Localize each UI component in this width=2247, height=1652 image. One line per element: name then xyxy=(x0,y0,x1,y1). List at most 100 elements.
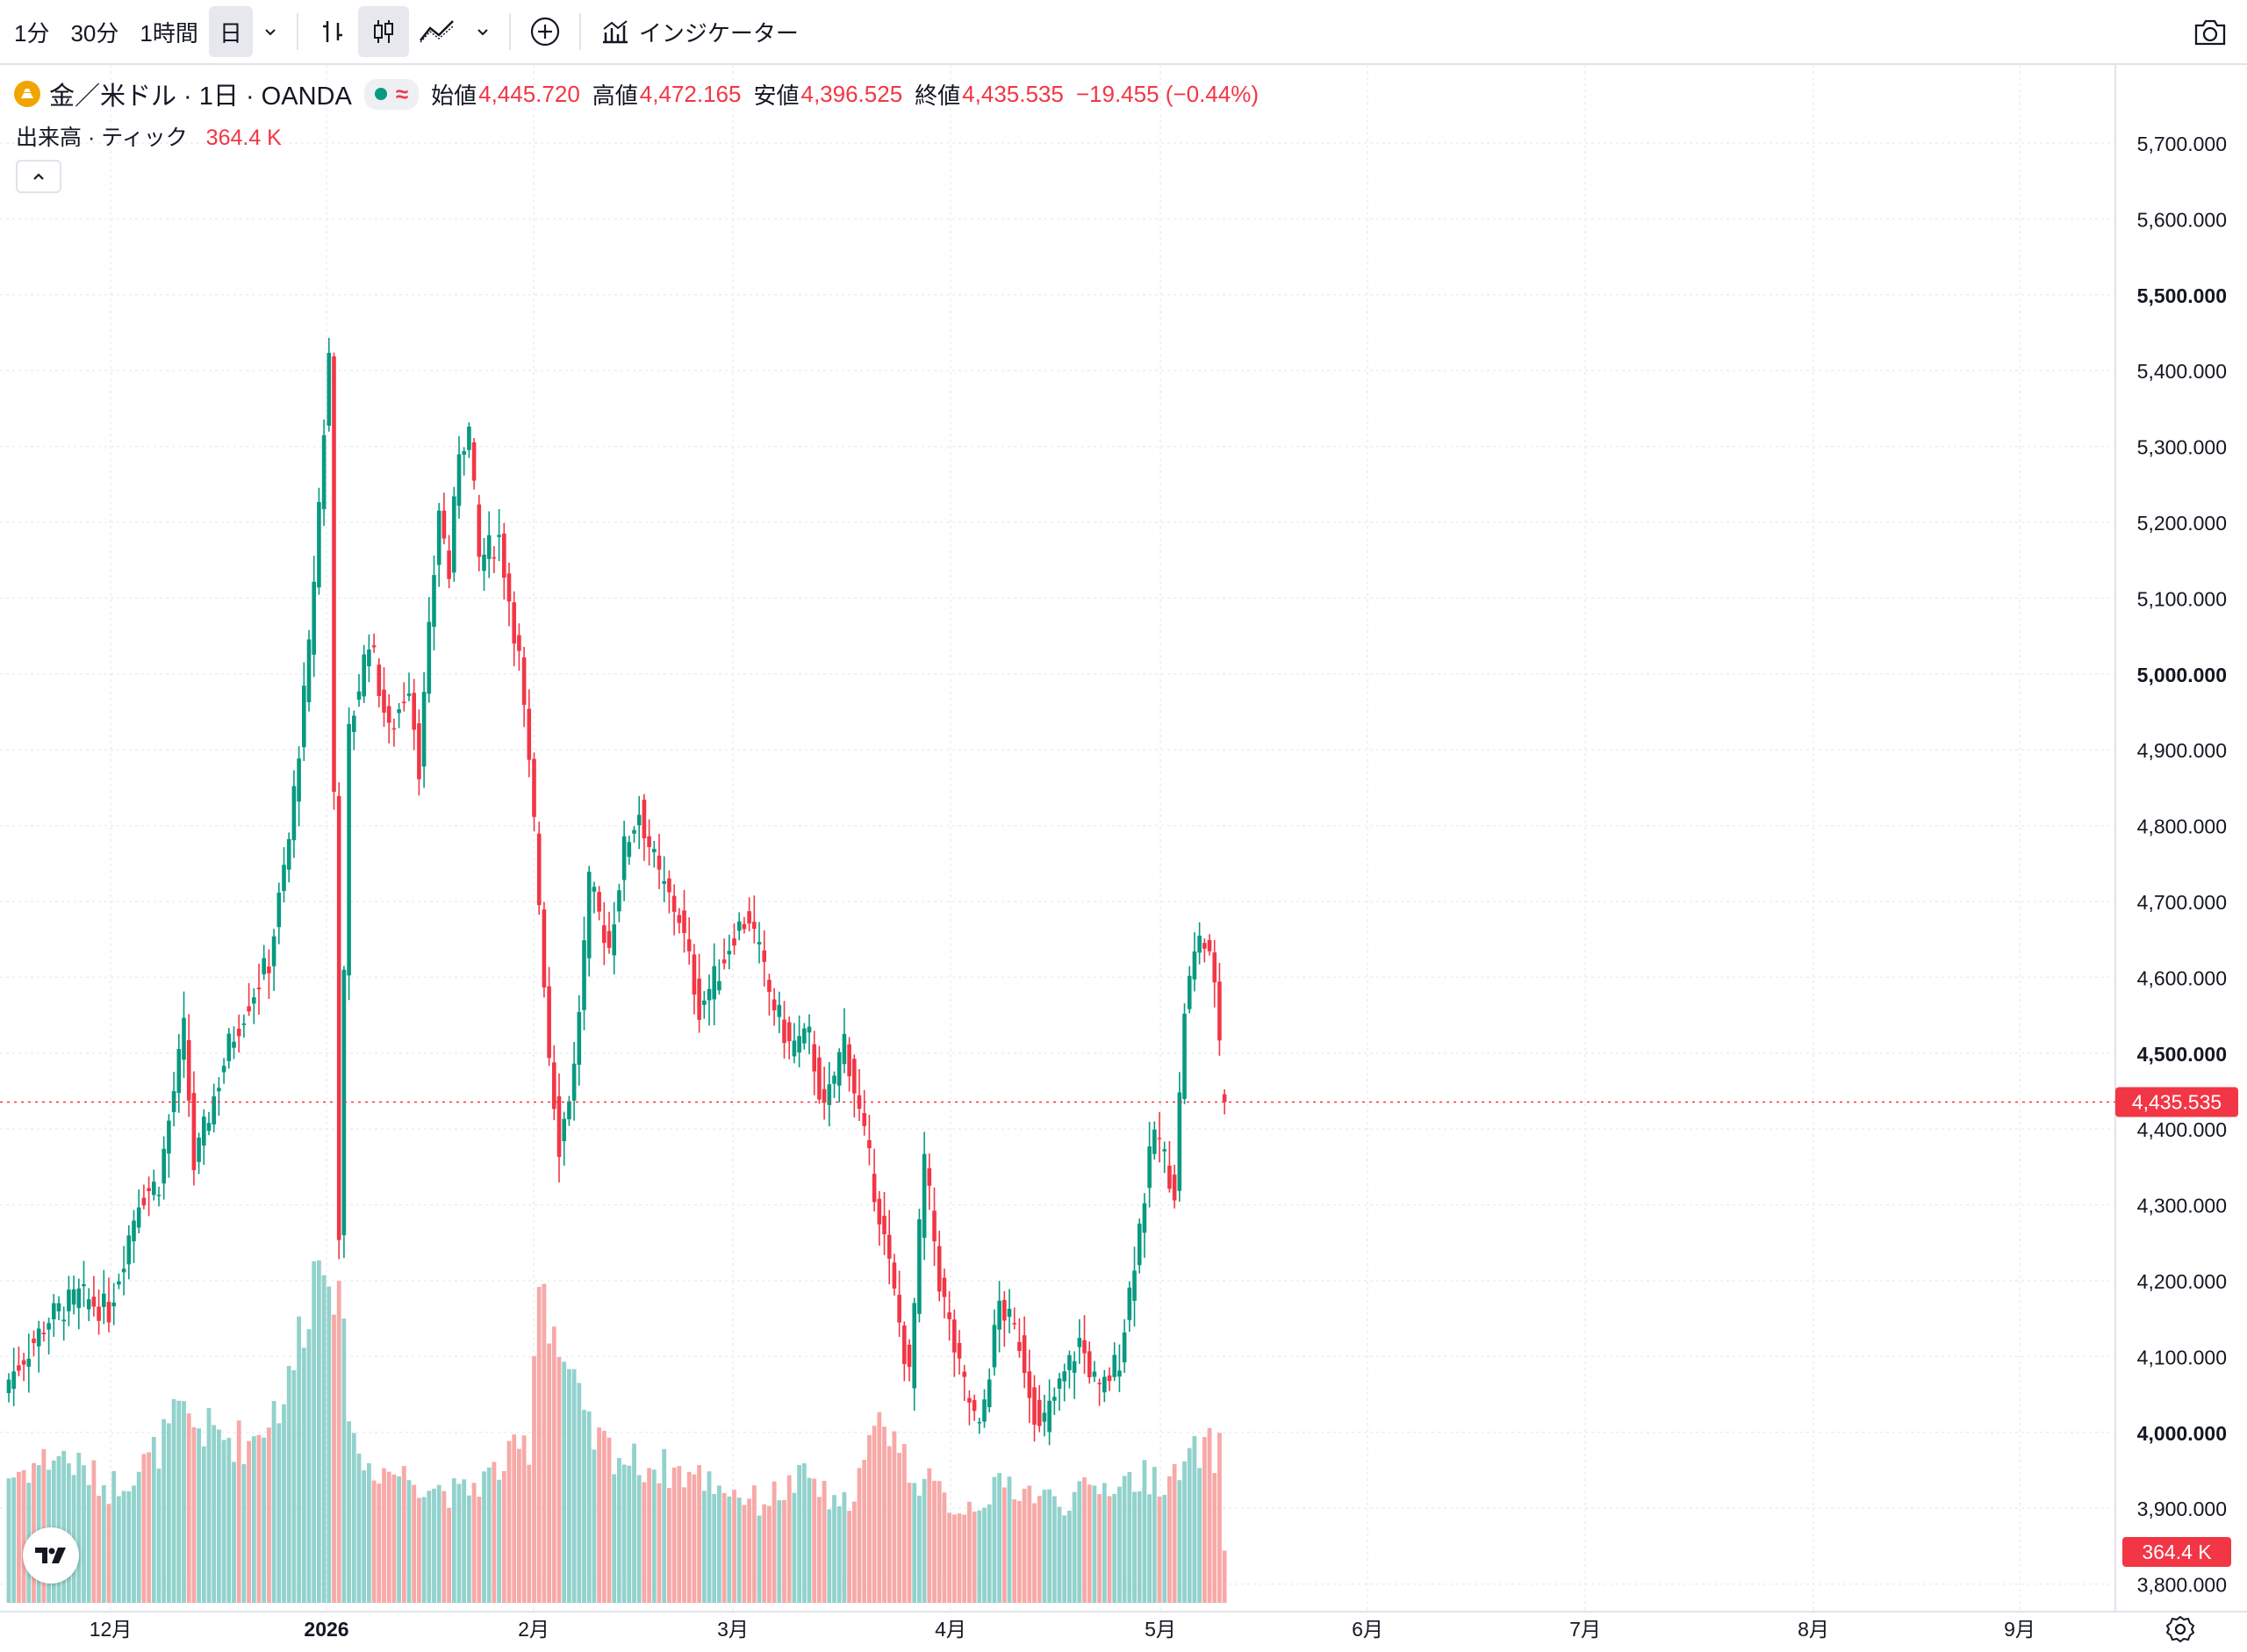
volume-bar xyxy=(1142,1460,1147,1603)
candle xyxy=(477,494,482,571)
candle xyxy=(647,819,651,866)
candle xyxy=(156,1186,162,1207)
volume-bar xyxy=(156,1469,162,1603)
candle xyxy=(82,1261,86,1307)
candle xyxy=(1152,1121,1157,1160)
candle-chart-type-button[interactable] xyxy=(357,6,409,57)
volume-bar xyxy=(707,1471,712,1603)
volume-bar xyxy=(917,1495,922,1603)
screenshot-button[interactable] xyxy=(2186,9,2235,56)
interval-1h-button[interactable]: 1時間 xyxy=(140,19,198,47)
volume-bar xyxy=(356,1454,362,1603)
candle xyxy=(56,1296,61,1321)
volume-bar xyxy=(1087,1484,1092,1603)
volume-bar xyxy=(521,1435,527,1603)
candle xyxy=(141,1184,147,1210)
candle xyxy=(217,1077,221,1117)
volume-bar xyxy=(767,1505,772,1603)
market-status-badge[interactable]: ≈ xyxy=(363,78,420,110)
volume-bar xyxy=(967,1501,972,1603)
candle xyxy=(822,1067,827,1120)
candle xyxy=(432,555,436,650)
candle xyxy=(1162,1141,1167,1174)
interval-1d-button[interactable]: 日 xyxy=(208,6,253,57)
volume-bar xyxy=(17,1471,21,1603)
candle xyxy=(76,1278,82,1330)
time-tick-label: 5月 xyxy=(1145,1618,1176,1641)
open-label: 始値 xyxy=(431,82,477,109)
time-tick-label: 2月 xyxy=(518,1618,549,1641)
volume-bar xyxy=(597,1427,601,1603)
candle xyxy=(862,1089,866,1136)
indicators-button[interactable]: インジケーター xyxy=(590,6,809,57)
volume-bar xyxy=(1047,1489,1052,1603)
candle xyxy=(236,1014,241,1053)
candle xyxy=(1192,932,1197,992)
candle xyxy=(402,682,406,712)
volume-bar xyxy=(1107,1496,1112,1603)
candle xyxy=(1007,1289,1012,1333)
chart-type-dropdown-button[interactable] xyxy=(465,6,500,57)
volume-bar xyxy=(467,1495,471,1603)
tradingview-logo[interactable] xyxy=(23,1527,79,1584)
price-tick-label: 4,100.000 xyxy=(2137,1346,2227,1368)
candle xyxy=(21,1353,26,1382)
candle xyxy=(41,1321,47,1342)
volume-bar xyxy=(627,1465,632,1603)
bar-chart-type-button[interactable] xyxy=(307,6,358,57)
candle xyxy=(702,990,707,1019)
volume-bar xyxy=(1042,1490,1047,1603)
volume-bar xyxy=(842,1491,847,1603)
volume-label[interactable]: 出来高 · ティック xyxy=(16,126,188,150)
volume-bar xyxy=(111,1470,117,1603)
candle xyxy=(1182,1002,1187,1104)
candle xyxy=(642,794,647,861)
volume-bar xyxy=(907,1483,912,1603)
candle xyxy=(61,1306,66,1341)
candle xyxy=(182,991,186,1079)
volume-bar xyxy=(451,1478,456,1603)
candle xyxy=(877,1190,882,1246)
symbol-title[interactable]: 金／米ドル · 1日 · OANDA xyxy=(49,83,352,111)
collapse-legend-button[interactable] xyxy=(16,160,61,193)
candle xyxy=(532,752,536,832)
volume-bar xyxy=(812,1478,817,1603)
candle xyxy=(1072,1351,1077,1399)
candle xyxy=(332,352,336,810)
candle xyxy=(1217,962,1222,1056)
volume-bar xyxy=(367,1462,371,1603)
candle xyxy=(922,1131,927,1261)
interval-30m-button[interactable]: 30分 xyxy=(70,19,119,47)
delayed-data-icon: ≈ xyxy=(395,80,409,107)
compare-add-button[interactable] xyxy=(520,6,571,57)
camera-icon xyxy=(2194,19,2226,46)
volume-bar xyxy=(762,1504,767,1603)
candle xyxy=(312,556,316,678)
candle xyxy=(132,1210,136,1263)
volume-bar xyxy=(136,1471,141,1603)
candle xyxy=(282,847,286,903)
interval-dropdown-button[interactable] xyxy=(253,6,288,57)
volume-bar xyxy=(1167,1476,1172,1603)
volume-bar xyxy=(1052,1496,1057,1603)
candle xyxy=(842,1008,847,1074)
candle xyxy=(1107,1367,1112,1391)
area-chart-type-button[interactable] xyxy=(409,6,465,57)
volume-bar xyxy=(586,1411,592,1603)
candle xyxy=(256,963,262,1015)
volume-bar xyxy=(636,1475,642,1603)
candle xyxy=(621,820,627,901)
volume-bar xyxy=(912,1483,917,1603)
volume-bar xyxy=(427,1490,432,1603)
volume-bar xyxy=(551,1326,556,1603)
candle xyxy=(636,795,642,850)
volume-bar xyxy=(1137,1490,1142,1603)
interval-1m-button[interactable]: 1分 xyxy=(14,19,50,47)
candle xyxy=(686,917,692,965)
chart-settings-button[interactable] xyxy=(2164,1613,2196,1645)
volume-bar xyxy=(556,1357,562,1603)
volume-bar xyxy=(1192,1436,1197,1603)
volume-bar xyxy=(276,1423,282,1603)
volume-bar xyxy=(1127,1472,1132,1603)
